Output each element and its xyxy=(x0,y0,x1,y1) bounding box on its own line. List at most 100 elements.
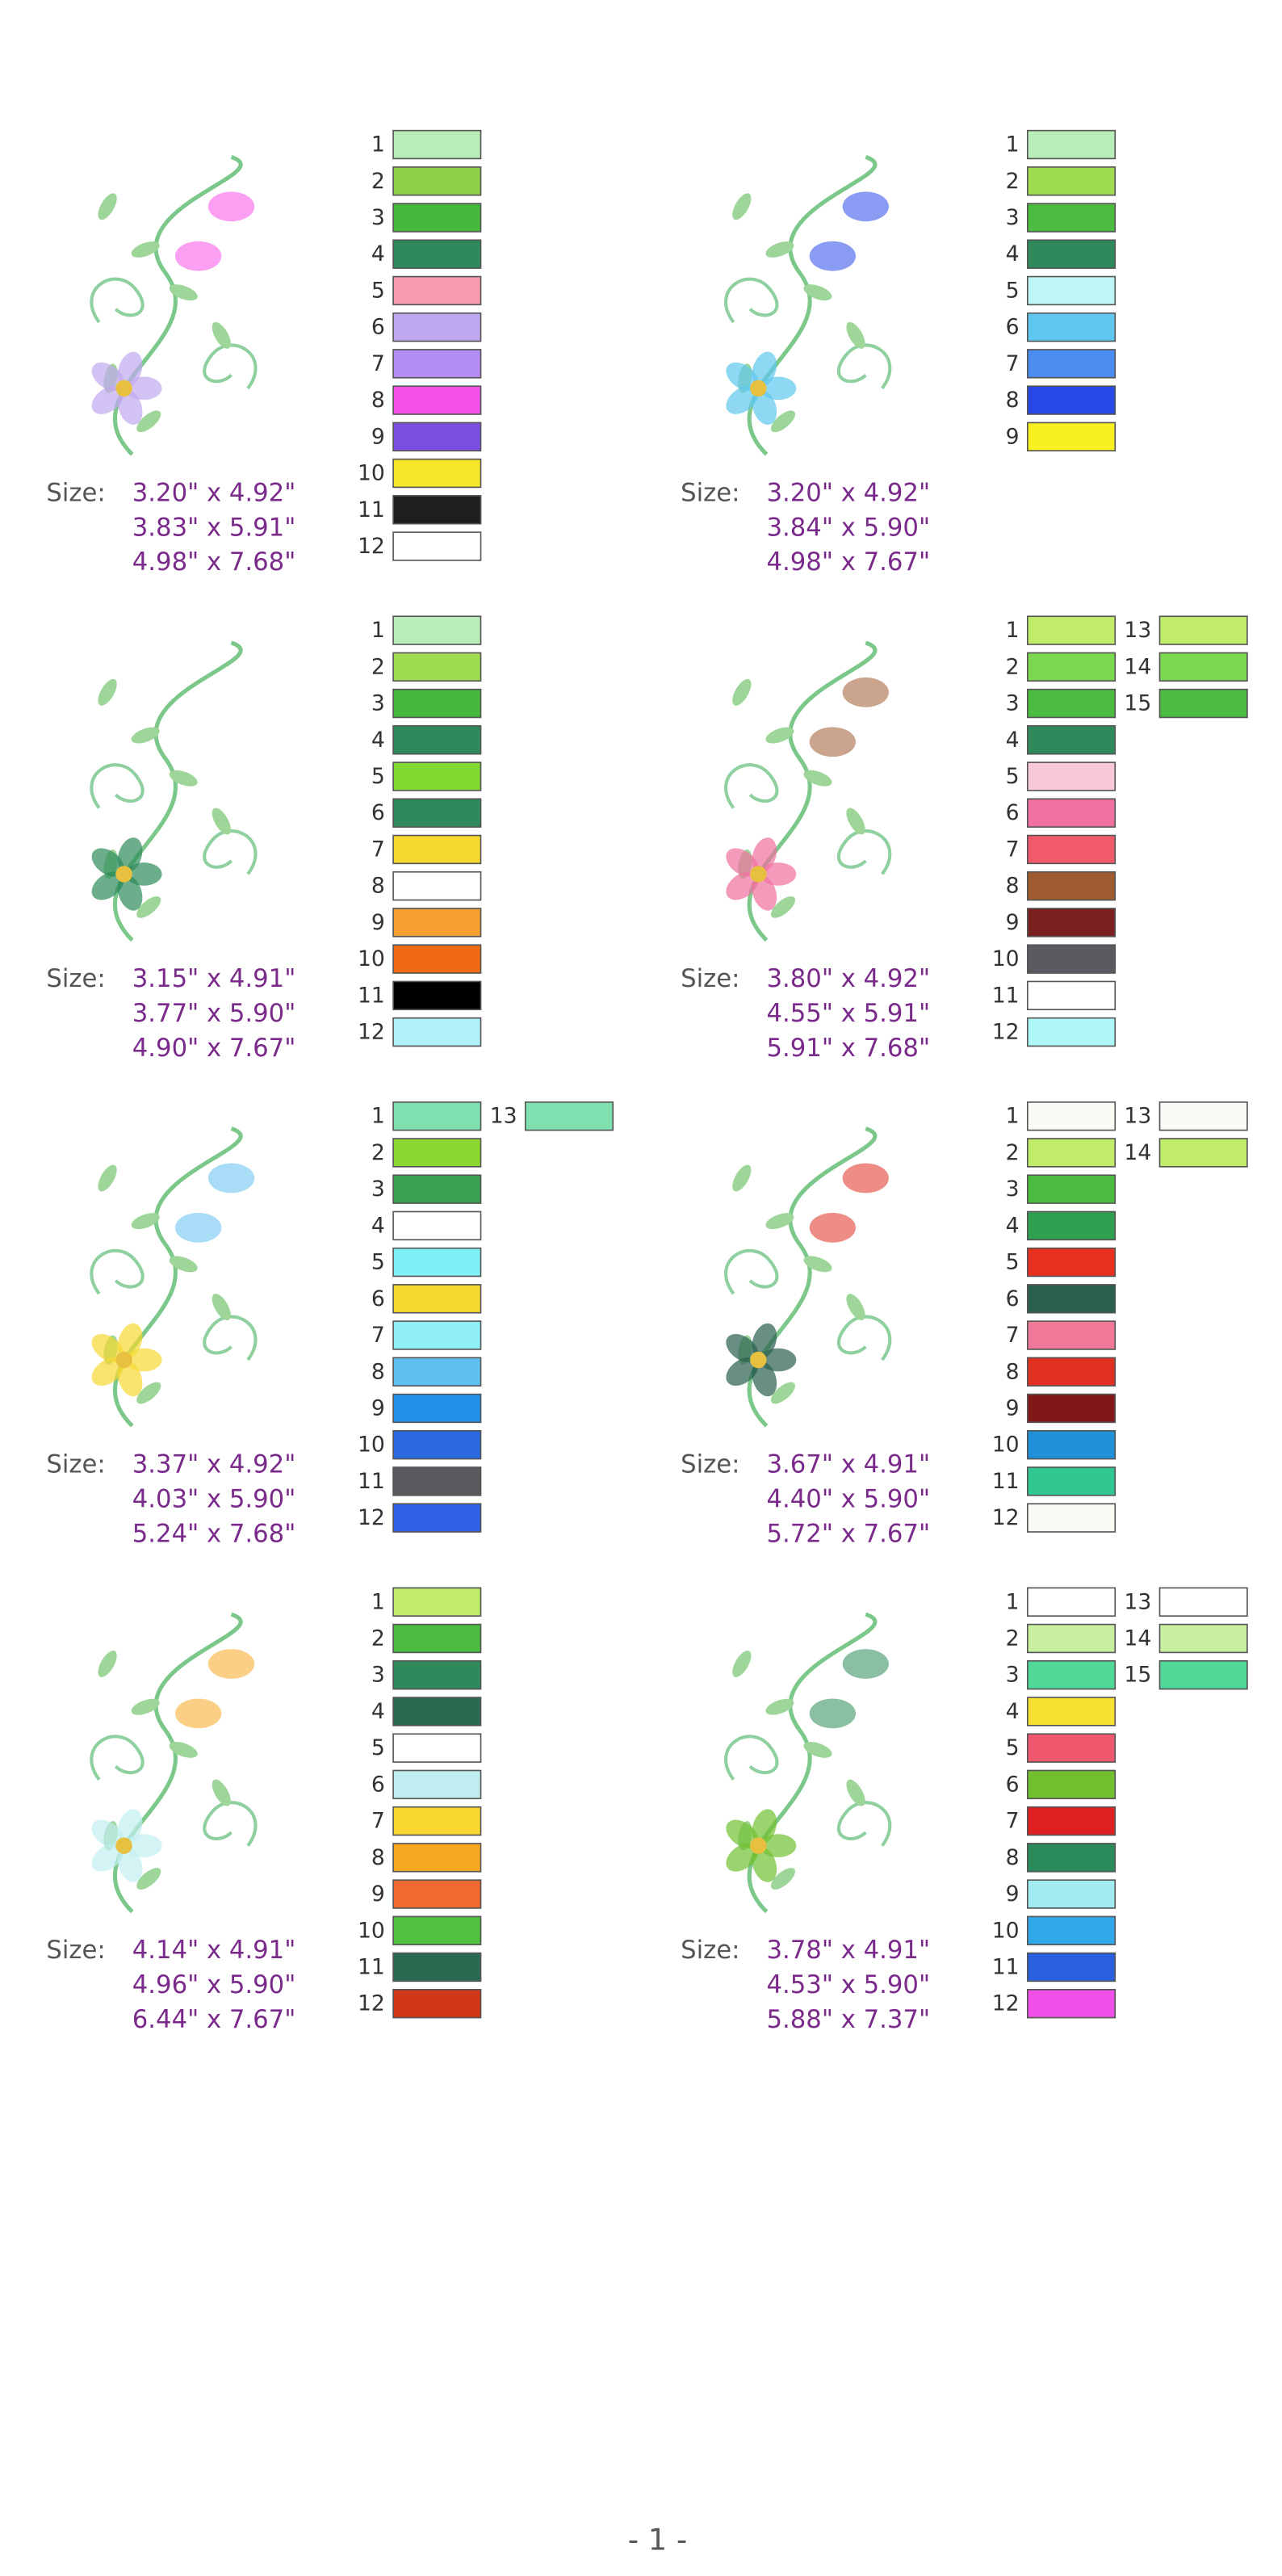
swirl xyxy=(90,277,145,324)
color-number: 9 xyxy=(1006,1395,1020,1420)
size-value: 3.37" x 4.92" xyxy=(132,1450,296,1479)
leaf xyxy=(770,896,796,918)
swirl xyxy=(837,1801,892,1847)
color-number: 7 xyxy=(371,351,385,376)
color-number: 7 xyxy=(1006,1323,1020,1348)
color-swatch xyxy=(1026,1733,1117,1763)
color-number: 8 xyxy=(371,1359,385,1384)
wing xyxy=(207,1649,255,1679)
size-value: 5.91" x 7.68" xyxy=(767,1034,931,1063)
color-number: 14 xyxy=(1124,1626,1151,1651)
leaf xyxy=(131,1698,160,1715)
color-swatch xyxy=(1026,1623,1117,1654)
color-number: 7 xyxy=(1006,351,1020,376)
color-swatch xyxy=(392,385,482,415)
color-swatch xyxy=(392,1174,482,1204)
flower-center xyxy=(750,1351,767,1369)
color-number: 13 xyxy=(1124,618,1151,643)
swirl xyxy=(90,1735,145,1781)
size-value: 3.84" x 5.90" xyxy=(767,514,931,542)
color-swatch xyxy=(1026,688,1117,719)
leaf xyxy=(770,1868,796,1890)
color-number: 2 xyxy=(1006,1140,1020,1165)
leaf xyxy=(136,410,161,433)
color-swatch xyxy=(1026,129,1117,160)
color-number: 11 xyxy=(358,983,385,1008)
design-image xyxy=(90,154,258,456)
design-image xyxy=(90,640,258,942)
leaf xyxy=(765,727,794,744)
color-number: 1 xyxy=(371,132,385,157)
leaf xyxy=(212,808,231,835)
color-swatch xyxy=(1026,834,1117,865)
color-swatch xyxy=(392,1247,482,1278)
color-number: 7 xyxy=(371,1809,385,1834)
color-number: 3 xyxy=(1006,205,1020,230)
color-number: 8 xyxy=(371,1845,385,1870)
color-swatch xyxy=(1026,1952,1117,1982)
color-swatch xyxy=(1026,798,1117,828)
wing xyxy=(207,191,255,222)
color-swatch xyxy=(392,1210,482,1241)
color-number: 4 xyxy=(371,1213,385,1238)
color-swatch xyxy=(1026,1806,1117,1836)
size-value: 3.77" x 5.90" xyxy=(132,1000,296,1028)
color-number: 12 xyxy=(358,1505,385,1530)
petal xyxy=(752,389,777,426)
petal xyxy=(91,362,124,392)
size-label: Size: xyxy=(46,1936,105,1965)
color-swatch xyxy=(392,495,482,525)
flower-center xyxy=(750,1837,767,1854)
color-number: 3 xyxy=(371,205,385,230)
color-swatch xyxy=(392,312,482,342)
size-value: 4.55" x 5.91" xyxy=(767,1000,931,1028)
color-swatch xyxy=(392,871,482,901)
color-number: 4 xyxy=(1006,728,1020,753)
size-value: 4.03" x 5.90" xyxy=(132,1485,296,1513)
color-number: 12 xyxy=(358,1991,385,2016)
wing xyxy=(809,727,857,757)
color-number: 13 xyxy=(490,1104,517,1129)
color-number: 6 xyxy=(1006,800,1020,825)
color-swatch xyxy=(392,1988,482,2019)
color-swatch xyxy=(1158,1101,1248,1131)
color-number: 6 xyxy=(1006,315,1020,340)
color-number: 5 xyxy=(371,764,385,789)
color-number: 6 xyxy=(371,1772,385,1797)
leaf xyxy=(770,1382,796,1404)
leaf xyxy=(803,284,832,301)
page-number: - 1 - xyxy=(628,2523,687,2557)
size-label: Size: xyxy=(46,965,105,993)
color-number: 9 xyxy=(1006,1882,1020,1907)
color-number: 9 xyxy=(1006,910,1020,935)
color-swatch xyxy=(392,1623,482,1654)
color-swatch xyxy=(1026,1988,1117,2019)
petal xyxy=(726,1843,759,1872)
color-number: 9 xyxy=(371,1882,385,1907)
swirl xyxy=(203,829,258,875)
color-swatch xyxy=(1026,1284,1117,1314)
color-number: 5 xyxy=(1006,764,1020,789)
color-number: 4 xyxy=(1006,1699,1020,1724)
color-number: 8 xyxy=(1006,388,1020,413)
color-swatch xyxy=(1026,1697,1117,1726)
petal xyxy=(726,1819,759,1848)
swirl xyxy=(203,1801,258,1847)
petal xyxy=(117,1809,143,1845)
color-swatch xyxy=(1026,239,1117,269)
color-number: 1 xyxy=(371,1589,385,1614)
color-number: 11 xyxy=(358,1469,385,1494)
color-number: 13 xyxy=(1124,1104,1151,1129)
color-swatch xyxy=(392,1393,482,1424)
color-swatch xyxy=(392,1806,482,1836)
leaf xyxy=(98,678,117,706)
leaf xyxy=(732,678,752,706)
color-swatch xyxy=(1026,1210,1117,1241)
color-swatch xyxy=(1026,1320,1117,1350)
petal xyxy=(117,389,143,426)
color-number: 8 xyxy=(1006,874,1020,899)
wing xyxy=(174,727,222,757)
wing xyxy=(809,1212,857,1243)
color-swatch xyxy=(392,1503,482,1533)
color-swatch xyxy=(392,1466,482,1496)
